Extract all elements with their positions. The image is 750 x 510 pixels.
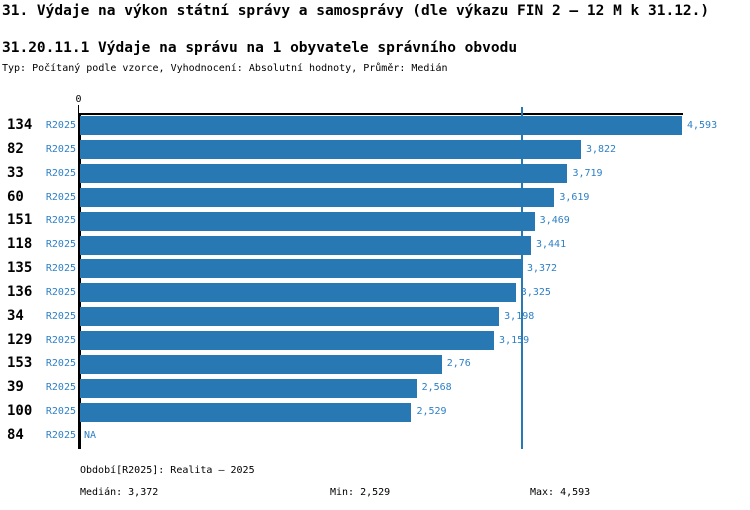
value-bar — [80, 354, 442, 374]
row-category-label: 135 — [7, 260, 33, 277]
row-period-label: R2025 — [45, 215, 76, 227]
bar-value-label: 3,325 — [520, 286, 551, 298]
row-category-label: 153 — [7, 355, 33, 372]
value-bar — [80, 140, 581, 160]
x-axis-line — [79, 112, 683, 115]
value-bar — [80, 259, 522, 279]
chart-rows: 134 R2025 4,593 82 R2025 3,822 33 R2025 3,719 60 R… — [0, 114, 750, 448]
row-period-label: R2025 — [45, 191, 76, 203]
bar-value-label: 3,719 — [572, 167, 603, 179]
bar-value-label: 3,822 — [585, 143, 617, 155]
bar-value-label: 3,198 — [504, 310, 535, 322]
value-bar — [80, 402, 412, 422]
chart-row: 134 R2025 4,593 — [0, 114, 750, 138]
row-category-label: 134 — [7, 117, 33, 133]
row-category-label: 34 — [7, 307, 24, 324]
bar-value-label: 3,441 — [536, 239, 567, 251]
indicator-meta-line: Typ: Počítaný podle vzorce, Vyhodnocení:… — [2, 63, 448, 74]
chart-row: 60 R2025 3,619 — [0, 186, 750, 210]
chart-row: 100 R2025 2,529 — [0, 400, 750, 424]
bar-value-label: 4,593 — [687, 120, 718, 131]
chart-row: 136 R2025 3,325 — [0, 281, 750, 305]
bar-value-label: 2,76 — [446, 358, 471, 370]
missing-value-label: NA — [84, 429, 97, 441]
value-bar — [80, 187, 555, 207]
row-period-label: R2025 — [45, 382, 76, 394]
value-bar — [80, 116, 682, 136]
value-bar — [80, 283, 516, 303]
bar-value-label: 3,372 — [526, 263, 558, 275]
footer-median: Medián: 3,372 — [80, 487, 159, 498]
chart-row: 34 R2025 3,198 — [0, 305, 750, 329]
value-bar — [80, 164, 568, 184]
row-category-label: 33 — [7, 164, 24, 181]
row-period-label: R2025 — [45, 358, 76, 370]
value-bar — [80, 235, 531, 255]
row-period-label: R2025 — [45, 167, 76, 179]
value-bar — [80, 211, 535, 231]
value-bar — [80, 331, 495, 351]
row-category-label: 151 — [7, 212, 33, 229]
bar-value-label: 2,529 — [416, 406, 447, 418]
report-title: 31. Výdaje na výkon státní správy a samo… — [2, 3, 710, 19]
chart-row: 82 R2025 3,822 — [0, 138, 750, 162]
chart-row: 135 R2025 3,372 — [0, 257, 750, 281]
row-period-label: R2025 — [45, 263, 76, 275]
value-bar — [80, 378, 417, 398]
row-category-label: 129 — [7, 331, 33, 348]
bar-value-label: 2,568 — [421, 382, 452, 394]
x-axis-zero-tick — [77, 105, 80, 113]
row-category-label: 39 — [7, 379, 24, 396]
bar-value-label: 3,619 — [559, 191, 590, 203]
footer-min: Min: 2,529 — [330, 487, 391, 498]
row-period-label: R2025 — [45, 310, 76, 322]
row-category-label: 118 — [7, 236, 33, 253]
footer-max: Max: 4,593 — [530, 487, 591, 498]
row-period-label: R2025 — [45, 334, 76, 346]
row-period-label: R2025 — [45, 406, 76, 418]
row-category-label: 136 — [7, 283, 33, 300]
row-period-label: R2025 — [45, 120, 76, 131]
chart-row: 118 R2025 3,441 — [0, 233, 750, 257]
chart-row: 39 R2025 2,568 — [0, 376, 750, 400]
row-period-label: R2025 — [45, 286, 76, 298]
row-period-label: R2025 — [45, 143, 76, 155]
chart-row: 151 R2025 3,469 — [0, 209, 750, 233]
value-bar — [80, 307, 500, 327]
footer-period: Období[R2025]: Realita – 2025 — [80, 465, 255, 476]
chart-row: 33 R2025 3,719 — [0, 162, 750, 186]
chart-row: 129 R2025 3,159 — [0, 329, 750, 353]
y-axis-line — [77, 112, 81, 449]
x-axis-zero-label: 0 — [75, 94, 82, 105]
chart-row: 153 R2025 2,76 — [0, 352, 750, 376]
row-period-label: R2025 — [45, 429, 76, 441]
bar-value-label: 3,469 — [539, 215, 570, 227]
indicator-subtitle: 31.20.11.1 Výdaje na správu na 1 obyvate… — [2, 40, 518, 56]
bar-value-label: 3,159 — [499, 334, 530, 346]
chart-row: 84 R2025 NA — [0, 424, 750, 448]
median-reference-line — [520, 107, 523, 449]
row-period-label: R2025 — [45, 239, 76, 251]
row-category-label: 100 — [7, 403, 33, 420]
row-category-label: 60 — [7, 188, 24, 205]
row-category-label: 82 — [7, 140, 24, 157]
row-category-label: 84 — [7, 426, 24, 443]
